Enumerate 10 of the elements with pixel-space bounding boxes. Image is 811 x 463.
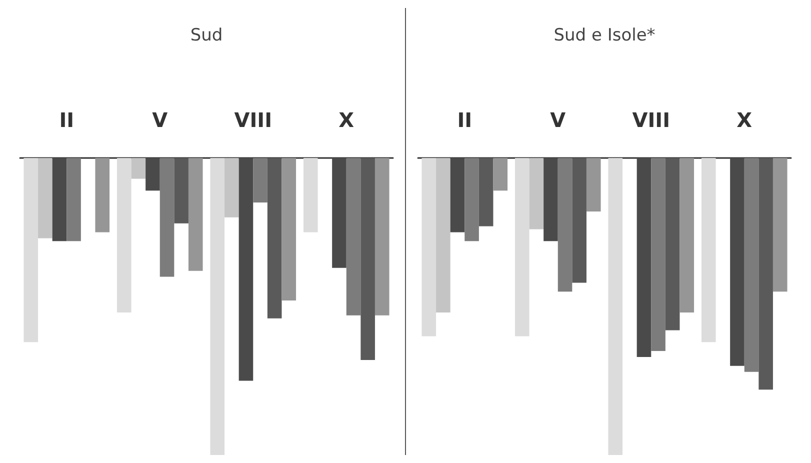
chart-title: Sud e Isole*: [554, 26, 656, 46]
x-tick-label: X: [736, 108, 753, 132]
x-tick-label: X: [338, 108, 355, 132]
x-tick-label: II: [457, 108, 472, 132]
x-tick-label: V: [550, 108, 566, 132]
x-tick-label: V: [152, 108, 168, 132]
x-tick-label: VIII: [234, 108, 272, 132]
x-tick-label: II: [59, 108, 74, 132]
chart-title: Sud: [190, 26, 223, 46]
x-tick-label: VIII: [632, 108, 670, 132]
